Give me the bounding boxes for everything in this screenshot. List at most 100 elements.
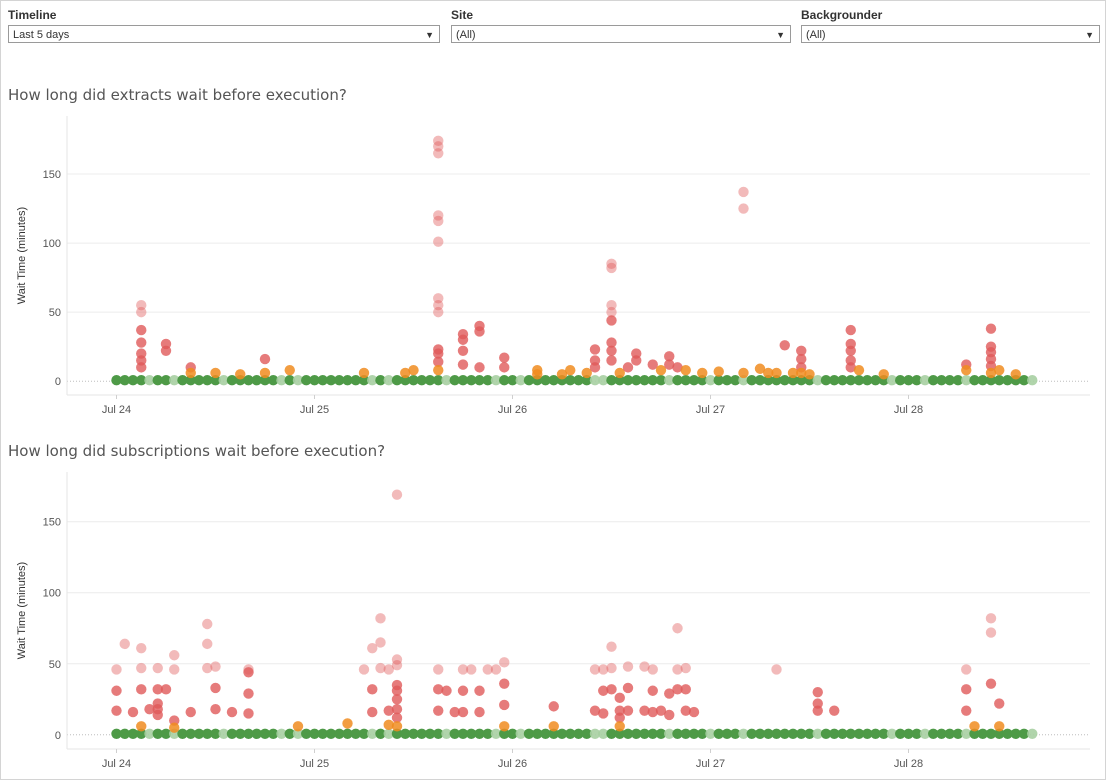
baseline-point [886, 374, 898, 386]
baseline-point [1018, 374, 1030, 386]
baseline-point [911, 728, 922, 739]
baseline-point [160, 374, 172, 386]
baseline-point [490, 728, 502, 739]
baseline-point [474, 728, 485, 739]
filter-label-timeline: Timeline [8, 8, 57, 22]
site-select[interactable]: (All) ▼ [451, 25, 791, 43]
data-point [433, 348, 444, 359]
data-point [136, 362, 147, 373]
data-point [581, 367, 592, 379]
data-point [771, 367, 782, 379]
baseline-point [268, 374, 279, 386]
data-point [226, 706, 238, 718]
data-point [111, 664, 122, 675]
data-point [441, 685, 452, 696]
data-point [433, 356, 444, 368]
x-tick-label: Jul 24 [102, 404, 131, 416]
baseline-point [688, 728, 700, 739]
data-point [433, 135, 444, 147]
baseline-point [977, 374, 988, 386]
baseline-point [969, 728, 980, 739]
data-point [185, 367, 196, 379]
data-point [680, 684, 691, 695]
data-point [342, 718, 353, 729]
data-point [697, 367, 708, 379]
x-tick-label: Jul 25 [300, 404, 329, 416]
baseline-point [433, 374, 444, 386]
timeline-select[interactable]: Last 5 days ▼ [8, 25, 440, 43]
baseline-point [1002, 728, 1013, 739]
baseline-point [540, 374, 551, 386]
data-point [639, 705, 650, 716]
baseline-point [705, 374, 716, 386]
data-point [812, 686, 823, 698]
baseline-point [903, 374, 914, 386]
backgrounder-select[interactable]: (All) ▼ [801, 25, 1100, 43]
data-point [499, 721, 510, 732]
data-point [499, 657, 510, 668]
data-point [457, 359, 469, 370]
baseline-point [111, 374, 122, 386]
baseline-point [944, 374, 955, 386]
baseline-point [226, 374, 238, 386]
baseline-point [284, 728, 295, 739]
baseline-point [449, 374, 460, 386]
data-point [622, 682, 634, 694]
baseline-point [325, 374, 337, 386]
baseline-point [408, 728, 419, 739]
y-tick-label: 50 [49, 659, 61, 671]
data-point [391, 489, 403, 500]
baseline-point [235, 728, 246, 739]
data-point [259, 353, 271, 365]
baseline-point [705, 728, 716, 739]
data-point [202, 638, 213, 650]
data-point [169, 722, 180, 733]
data-point [985, 613, 997, 624]
baseline-point [507, 374, 518, 386]
baseline-point [243, 374, 254, 386]
baseline-point [499, 728, 510, 739]
baseline-point [895, 728, 906, 739]
baseline-point [1027, 374, 1038, 386]
baseline-point [499, 374, 510, 386]
data-point [433, 148, 444, 159]
data-point [738, 186, 749, 198]
x-tick-label: Jul 24 [102, 758, 131, 770]
baseline-point [416, 374, 427, 386]
data-point [433, 215, 444, 227]
subscriptions-scatter-chart: 0 50 100 150 Jul 24 Jul 25 Jul 26 Jul 27 Jul 28 W… [16, 472, 1090, 770]
data-point [136, 684, 147, 695]
data-point [391, 685, 403, 696]
baseline-point [845, 374, 856, 386]
baseline-point [400, 374, 411, 386]
data-point [985, 323, 997, 334]
baseline-point [573, 728, 584, 739]
backgrounder-select-value: (All) [806, 29, 826, 41]
baseline-point [169, 374, 180, 386]
baseline-point [548, 728, 559, 739]
baseline-point [853, 728, 865, 739]
data-point [589, 705, 601, 716]
baseline-point [284, 374, 295, 386]
data-point [160, 684, 172, 695]
data-point [845, 324, 856, 336]
baseline-point [342, 374, 353, 386]
baseline-point [820, 728, 832, 739]
baseline-point [622, 374, 634, 386]
data-point [622, 661, 634, 672]
dropdown-arrow-icon: ▼ [425, 30, 434, 40]
baseline-point [309, 728, 320, 739]
data-point [664, 359, 675, 370]
baseline-point [127, 374, 139, 386]
data-point [367, 642, 378, 654]
baseline-point [606, 374, 617, 386]
baseline-point [829, 728, 840, 739]
baseline-point [152, 374, 163, 386]
baseline-point [606, 728, 617, 739]
filter-backgrounder: Backgrounder (All) ▼ [801, 8, 1100, 43]
baseline-point [433, 728, 444, 739]
baseline-point [787, 728, 799, 739]
baseline-point [928, 374, 939, 386]
baseline-point [862, 374, 873, 386]
baseline-point [416, 728, 427, 739]
